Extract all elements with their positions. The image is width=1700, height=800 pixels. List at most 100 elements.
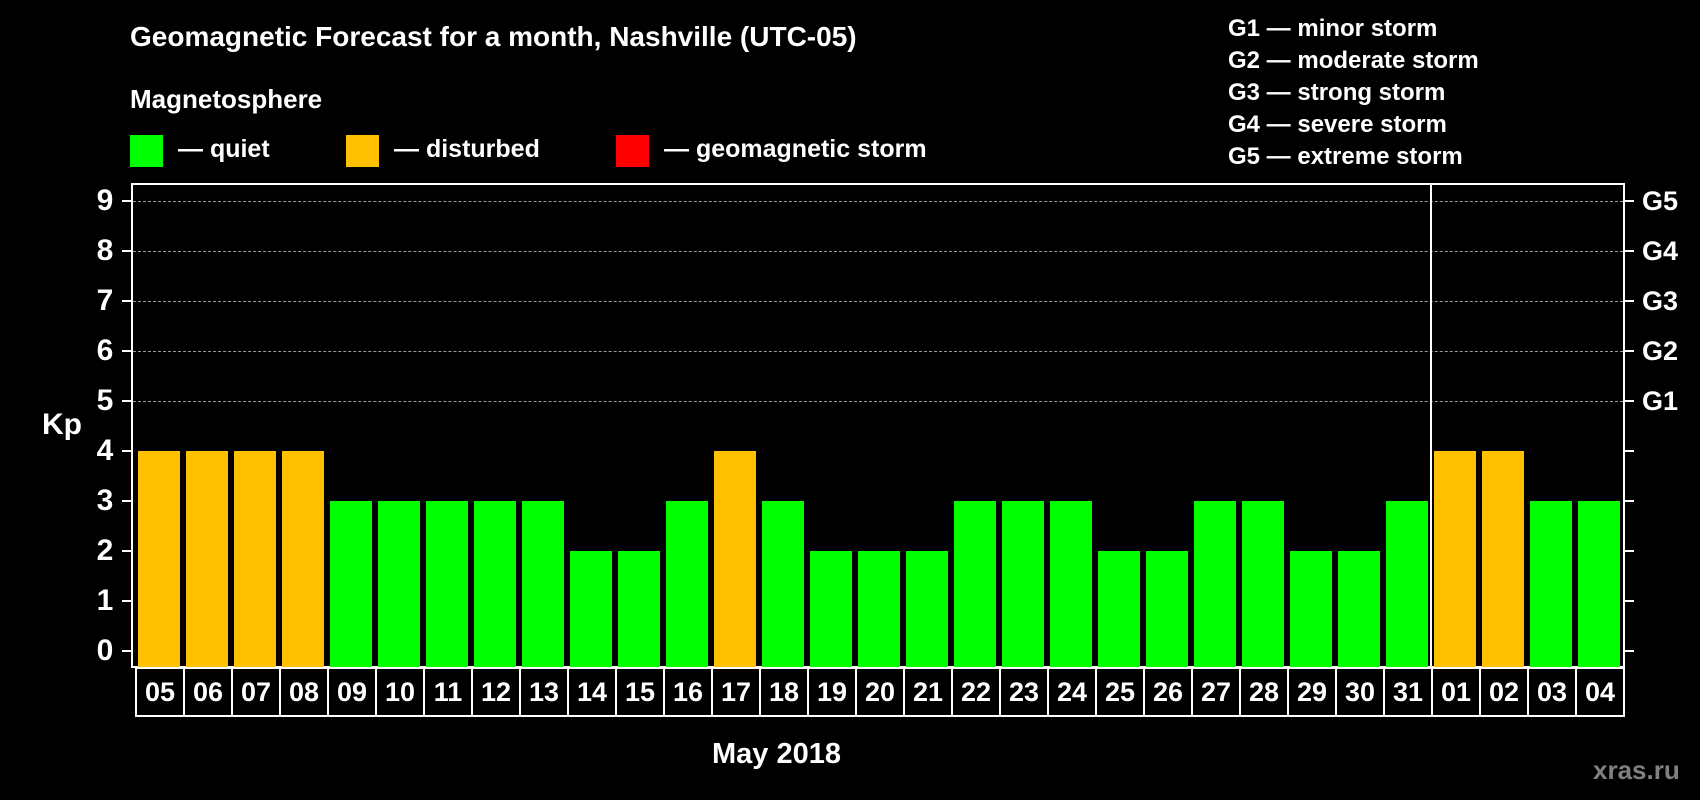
legend-disturbed-label: — disturbed <box>394 135 540 163</box>
legend-storm: — geomagnetic storm <box>616 135 927 167</box>
y-tick-label: 5 <box>96 384 114 417</box>
y-tick-left <box>122 550 131 552</box>
bar-10 <box>378 501 420 668</box>
g-scale-item: G2 — moderate storm <box>1228 47 1479 74</box>
bar-24 <box>1050 501 1092 668</box>
bar-06 <box>186 451 228 668</box>
bar-04 <box>1578 501 1620 668</box>
bar-27 <box>1194 501 1236 668</box>
date-cell: 02 <box>1481 669 1529 715</box>
y-tick-left <box>122 600 131 602</box>
bar-16 <box>666 501 708 668</box>
quiet-swatch-icon <box>130 135 163 167</box>
bar-05 <box>138 451 180 668</box>
date-cell: 03 <box>1529 669 1577 715</box>
y-tick-label: 4 <box>96 434 114 467</box>
bar-09 <box>330 501 372 668</box>
y-tick-right <box>1625 200 1634 202</box>
y-tick-label: 8 <box>96 234 114 267</box>
y-tick-label: 9 <box>96 184 114 217</box>
date-cell: 20 <box>857 669 905 715</box>
g-scale-item: G4 — severe storm <box>1228 111 1447 138</box>
date-cell: 01 <box>1433 669 1481 715</box>
storm-swatch-icon <box>616 135 649 167</box>
gridline <box>133 351 1623 352</box>
legend-quiet: — quiet <box>130 135 270 167</box>
date-cell: 14 <box>569 669 617 715</box>
y-tick-left <box>122 450 131 452</box>
date-cell: 19 <box>809 669 857 715</box>
bar-25 <box>1098 551 1140 668</box>
y-tick-right <box>1625 350 1634 352</box>
date-cell: 07 <box>233 669 281 715</box>
bar-23 <box>1002 501 1044 668</box>
y-tick-left <box>122 350 131 352</box>
date-cell: 22 <box>953 669 1001 715</box>
gridline <box>133 401 1623 402</box>
bar-12 <box>474 501 516 668</box>
bar-01 <box>1434 451 1476 668</box>
y-tick-label: 3 <box>96 484 114 517</box>
g-level-label: G4 <box>1642 236 1679 266</box>
y-tick-left <box>122 650 131 652</box>
date-cell: 13 <box>521 669 569 715</box>
date-cell: 10 <box>377 669 425 715</box>
gridline <box>133 251 1623 252</box>
g-level-label: G1 <box>1642 386 1679 416</box>
y-tick-label: 6 <box>96 334 114 367</box>
legend-quiet-label: — quiet <box>178 135 270 163</box>
y-tick-left <box>122 200 131 202</box>
y-tick-right <box>1625 500 1634 502</box>
y-tick-right <box>1625 400 1634 402</box>
gridline <box>133 201 1623 202</box>
watermark: xras.ru <box>1593 755 1680 785</box>
date-cell: 12 <box>473 669 521 715</box>
date-cell: 05 <box>137 669 185 715</box>
legend-disturbed: — disturbed <box>346 135 540 167</box>
bar-03 <box>1530 501 1572 668</box>
date-cell: 25 <box>1097 669 1145 715</box>
y-tick-right <box>1625 550 1634 552</box>
g-scale-legend: G1 — minor storm G2 — moderate storm G3 … <box>1228 13 1479 173</box>
month-separator <box>1430 183 1432 668</box>
bar-29 <box>1290 551 1332 668</box>
y-tick-left <box>122 300 131 302</box>
date-cell: 17 <box>713 669 761 715</box>
y-tick-right <box>1625 300 1634 302</box>
y-tick-left <box>122 400 131 402</box>
date-cell: 16 <box>665 669 713 715</box>
date-cell: 26 <box>1145 669 1193 715</box>
bar-15 <box>618 551 660 668</box>
bar-31 <box>1386 501 1428 668</box>
date-cell: 09 <box>329 669 377 715</box>
y-tick-right <box>1625 250 1634 252</box>
date-cell: 21 <box>905 669 953 715</box>
y-tick-label: 7 <box>96 284 114 317</box>
bar-21 <box>906 551 948 668</box>
y-tick-right <box>1625 450 1634 452</box>
x-axis-date-row: 05 06 07 08 09 10 11 12 13 14 15 16 17 18 19 20 21 22 23 24… <box>135 667 1625 717</box>
legend-storm-label: — geomagnetic storm <box>664 135 927 163</box>
date-cell: 24 <box>1049 669 1097 715</box>
x-axis-label: May 2018 <box>712 738 841 770</box>
date-cell: 04 <box>1584 677 1616 707</box>
y-axis-label: Kp <box>42 408 82 441</box>
date-cell: 30 <box>1337 669 1385 715</box>
date-cell: 27 <box>1193 669 1241 715</box>
bar-19 <box>810 551 852 668</box>
g-scale-item: G5 — extreme storm <box>1228 143 1463 170</box>
bar-22 <box>954 501 996 668</box>
disturbed-swatch-icon <box>346 135 379 167</box>
bar-08 <box>282 451 324 668</box>
bar-28 <box>1242 501 1284 668</box>
legend-heading: Magnetosphere <box>130 84 323 114</box>
g-level-label: G5 <box>1642 186 1679 216</box>
g-level-label: G2 <box>1642 336 1679 366</box>
bar-26 <box>1146 551 1188 668</box>
y-tick-right <box>1625 600 1634 602</box>
date-cell: 31 <box>1385 669 1433 715</box>
bar-14 <box>570 551 612 668</box>
y-tick-label: 0 <box>96 634 114 667</box>
bar-13 <box>522 501 564 668</box>
date-cell: 23 <box>1001 669 1049 715</box>
